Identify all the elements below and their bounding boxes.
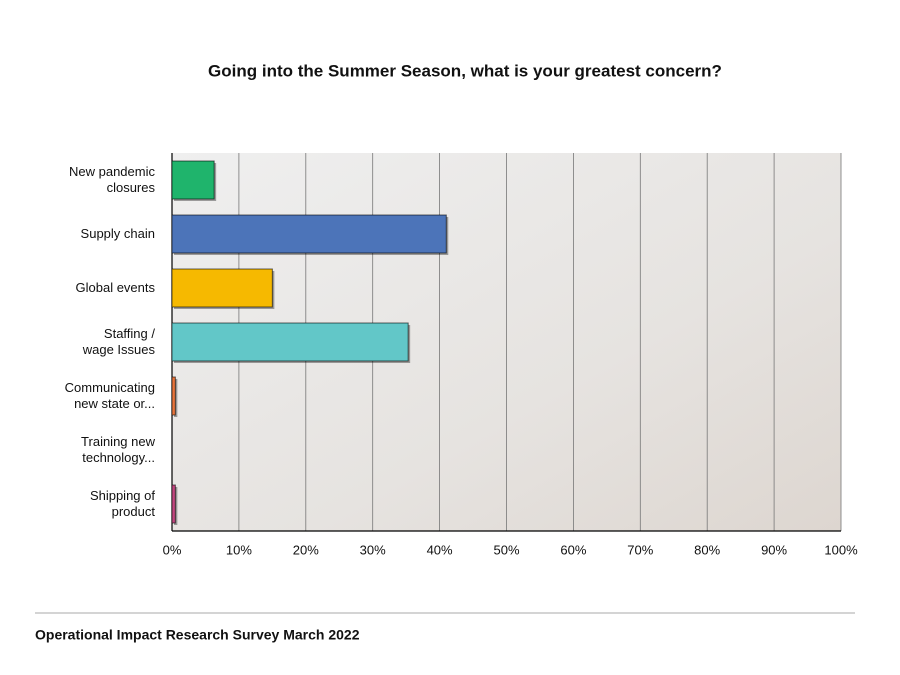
bar [171,376,176,416]
bar [171,484,176,524]
x-tick-label: 50% [493,542,519,557]
x-tick-label: 30% [360,542,386,557]
x-tick-label: 90% [761,542,787,557]
chart-title: Going into the Summer Season, what is yo… [208,61,722,80]
footer: Operational Impact Research Survey March… [35,627,360,643]
bar [171,214,447,254]
x-tick-label: 100% [824,542,858,557]
x-tick-label: 70% [627,542,653,557]
x-tick-label: 40% [427,542,453,557]
x-tick-label: 10% [226,542,252,557]
y-tick-label: Communicating new state or... [64,380,155,411]
bar [171,268,273,308]
x-tick-label: 60% [560,542,586,557]
x-tick-label: 80% [694,542,720,557]
y-tick-label: Supply chain [80,226,155,241]
x-tick-label: 20% [293,542,319,557]
y-tick-label: Shipping of product [89,488,155,519]
y-tick-label: New pandemic closures [69,164,155,195]
bar [171,160,215,200]
y-tick-label: Training new technology... [81,434,155,465]
bar [171,322,409,362]
y-tick-label: Global events [75,280,156,295]
y-tick-label: Staffing / wage Issues [82,326,155,357]
x-tick-label: 0% [163,542,182,557]
